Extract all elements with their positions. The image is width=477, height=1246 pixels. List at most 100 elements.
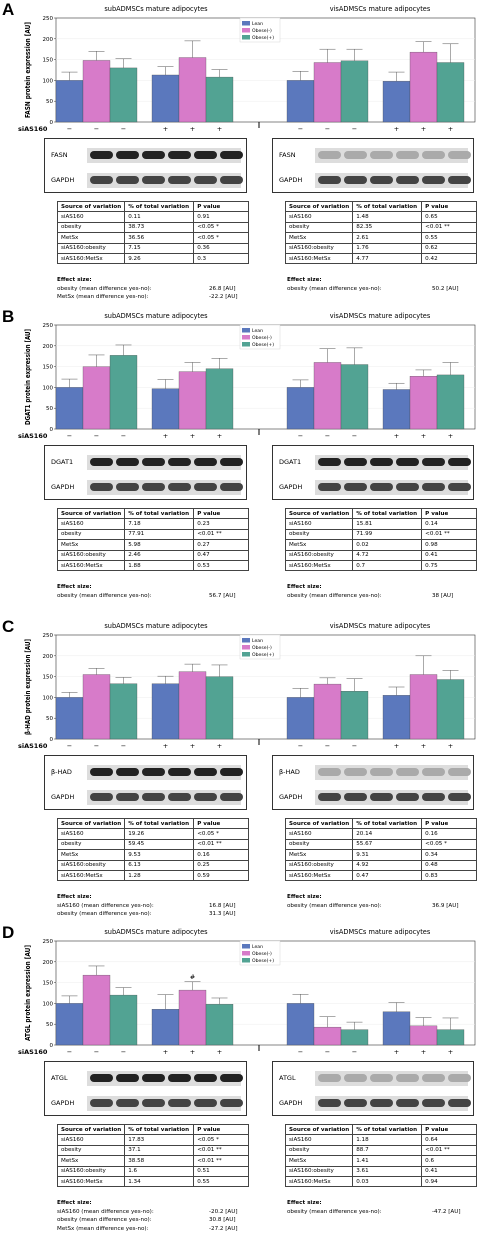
blot-band [168,768,191,776]
table-header-row: Source of variation% of total variation P… [284,200,477,213]
table-cell: MetSx [284,539,354,551]
table-cell: 1.34 [124,1175,195,1188]
sias160-sign: + [190,432,195,440]
sias160-sign: − [352,1048,357,1056]
table-header: Source of variation [284,507,354,520]
table-cell: 19.26 [124,828,195,840]
table-cell: 0.16 [193,849,250,861]
table-row: siAS160:MetSx 1.34 0.55 [56,1175,250,1188]
effect-size-row: obesity (mean difference yes-no): 30.8 [A… [57,1216,257,1225]
blot-label-gapdh: GAPDH [51,1099,75,1107]
table-cell: siAS160:obesity [284,549,354,561]
effect-label: siAS160 (mean difference yes-no): [57,1208,154,1215]
table-cell: 2.46 [124,549,195,561]
blot-band [318,793,341,801]
table-row: siAS160:obesity 4.72 0.41 [284,549,477,561]
blot-label-target: FASN [51,151,68,159]
blot-band [116,458,139,466]
blot-label-target: β-HAD [51,768,72,776]
y-tick-label: 0 [50,427,54,433]
effect-label: obesity (mean difference yes-no): [287,592,382,599]
effect-size-row: siAS160 (mean difference yes-no): 16.8 [A… [57,902,257,911]
table-cell: 0.14 [421,518,477,530]
table-cell: 1.88 [124,559,195,572]
blot-band [220,151,243,159]
table-cell: obesity [284,221,354,234]
sias160-sign: + [163,125,168,133]
group-title: visADMSCs mature adipocytes [330,312,431,320]
table-header: Source of variation [284,1123,354,1136]
table-cell: 20.14 [352,828,423,840]
legend-swatch [242,28,250,33]
bar-lean [151,683,180,740]
table-header-row: Source of variation% of total variation P… [56,507,250,520]
blot-band [370,1074,393,1082]
table-cell: 1.41 [352,1155,423,1167]
blot-band [422,483,445,491]
blot-strip [315,765,471,780]
blot-strip [87,480,243,495]
blot-label-gapdh: GAPDH [279,793,303,801]
bar-lean [382,389,411,430]
blot-band [90,151,113,159]
blot-band [370,458,393,466]
table-header: P value [421,507,477,520]
table-header: Source of variation [56,1123,126,1136]
bar-lean [286,1003,315,1046]
group-title: visADMSCs mature adipocytes [330,5,431,13]
sias160-sign: + [421,125,426,133]
blot-band [90,483,113,491]
table-row: MetSx 1.41 0.6 [284,1155,477,1167]
legend-entry: Obese(+) [252,958,274,964]
blot-band [448,483,471,491]
blot-band [344,1074,367,1082]
blot-band [344,768,367,776]
legend-swatch [242,342,250,347]
legend-entry: Obese(-) [252,28,272,34]
blot-band [422,151,445,159]
bar-lean [382,81,411,123]
legend-entry: Obese(+) [252,35,274,41]
panel-c: C 0 50 100 150 200 250 β-HAD protein expression… [0,617,477,923]
table-header-row: Source of variation% of total variation P… [56,200,250,213]
table-cell: siAS160:obesity [56,549,126,561]
table-row: siAS160:obesity 4.92 0.48 [284,859,477,871]
legend-entry: Lean [252,21,263,27]
table-header: % of total variation [352,200,423,213]
legend-entry: Lean [252,328,263,334]
effect-size-title: Effect size: [57,894,92,900]
table-row: siAS160:MetSx 0.47 0.83 [284,869,477,882]
table-row: siAS160 0.11 0.91 [56,211,250,223]
blot-band [142,793,165,801]
bar-obese [82,366,111,430]
y-tick-label: 250 [43,16,54,22]
y-axis-label: FASN protein expression [AU] [24,22,32,118]
bar-obese [436,62,465,123]
table-cell: 1.6 [124,1165,195,1177]
table-cell: 0.6 [421,1155,477,1167]
table-row: siAS160:obesity 1.6 0.51 [56,1165,250,1177]
blot-band [116,151,139,159]
table-row: obesity 37.1 <0.01 ** [56,1144,250,1157]
bar-obese [109,683,138,740]
table-header: % of total variation [124,1123,195,1136]
sias160-sign: + [190,125,195,133]
blot-label-gapdh: GAPDH [51,176,75,184]
panel-letter: C [2,617,15,636]
y-tick-label: 100 [43,695,54,701]
table-row: siAS160:MetSx 4.77 0.42 [284,252,477,265]
sias160-sign: − [67,432,72,440]
table-cell: <0.01 ** [421,528,477,541]
table-cell: MetSx [284,232,354,244]
sias160-sign: − [298,432,303,440]
western-blot-right: ATGL GAPDH [272,1061,474,1116]
bar-obese [109,994,138,1046]
effect-value: 26.8 [AU] [209,285,236,292]
western-blot-right: DGAT1 GAPDH [272,445,474,500]
bar-obese [340,691,369,740]
legend-entry: Obese(-) [252,335,272,341]
bar-obese [178,671,207,740]
effect-value: 31.3 [AU] [209,911,236,918]
effect-size-title: Effect size: [57,584,92,590]
table-row: siAS160:obesity 6.13 0.25 [56,859,250,871]
